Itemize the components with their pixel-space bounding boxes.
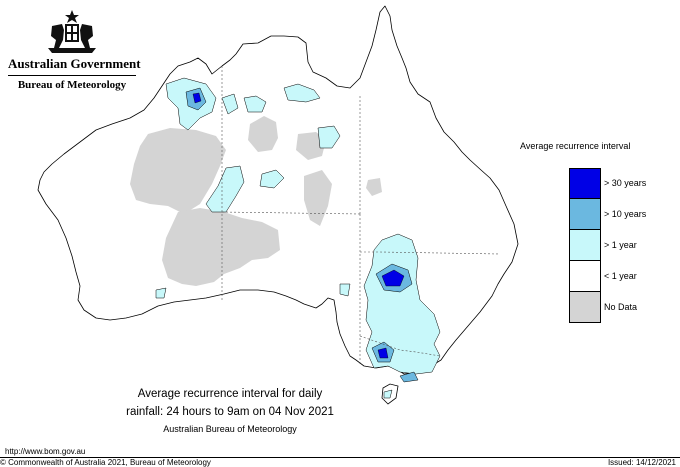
legend-swatch xyxy=(569,199,601,230)
state-borders xyxy=(221,66,501,366)
rainfall-above-30-years xyxy=(192,92,405,359)
legend-swatch xyxy=(569,230,601,261)
legend-label: < 1 year xyxy=(604,271,637,281)
footer-divider xyxy=(0,457,680,458)
map-caption-line-1: Average recurrence interval for daily xyxy=(137,388,323,400)
legend-swatch xyxy=(569,168,601,199)
legend-item-below-1-year: < 1 year xyxy=(520,261,670,292)
legend-item-above-30-years: > 30 years xyxy=(520,168,670,199)
coat-of-arms-icon xyxy=(48,10,96,53)
map-legend: Average recurrence interval > 30 years >… xyxy=(520,141,670,323)
bom-logo: Australian Government Bureau of Meteorol… xyxy=(8,10,141,91)
legend-label: > 10 years xyxy=(604,209,647,219)
map-caption-line-2: rainfall: 24 hours to 9am on 04 Nov 2021 xyxy=(126,406,334,418)
legend-swatch xyxy=(569,292,601,323)
bom-website-link[interactable]: http://www.bom.gov.au xyxy=(5,447,86,456)
map-caption-source: Australian Bureau of Meteorology xyxy=(163,424,297,434)
legend-label: > 30 years xyxy=(604,178,647,188)
issued-date: Issued: 14/12/2021 xyxy=(607,458,676,467)
no-data-regions xyxy=(130,116,382,286)
legend-swatch xyxy=(569,261,601,292)
copyright-text: © Commonwealth of Australia 2021, Bureau… xyxy=(0,458,211,467)
rainfall-above-1-year xyxy=(155,77,441,399)
government-title: Australian Government xyxy=(8,56,141,76)
legend-item-above-10-years: > 10 years xyxy=(520,199,670,230)
bureau-title: Bureau of Meteorology xyxy=(17,79,127,91)
legend-item-above-1-year: > 1 year xyxy=(520,230,670,261)
legend-label: No Data xyxy=(604,302,638,312)
legend-item-no-data: No Data xyxy=(520,292,670,323)
legend-title: Average recurrence interval xyxy=(520,141,631,151)
legend-label: > 1 year xyxy=(604,240,637,250)
